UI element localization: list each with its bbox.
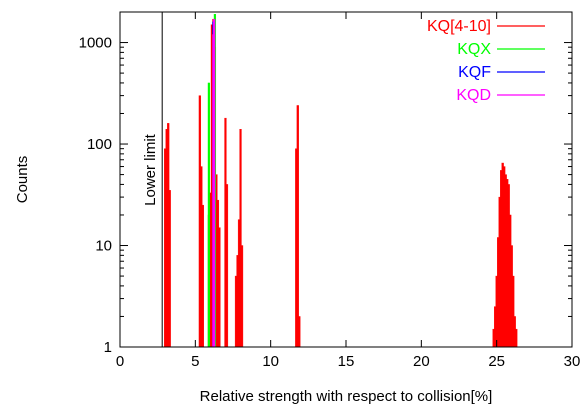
x-tick-label: 30 (564, 353, 581, 370)
bar-kqx-0 (207, 82, 210, 348)
bar-kq-4-10--14 (218, 227, 221, 348)
x-tick-label: 25 (488, 353, 505, 370)
legend-label-1: KQX (457, 41, 491, 58)
y-axis-label: Counts (14, 156, 31, 204)
bars-layer (164, 14, 518, 348)
x-tick-label: 5 (191, 353, 199, 370)
x-axis-label: Relative strength with respect to collis… (200, 388, 493, 405)
x-tick-label: 15 (338, 353, 355, 370)
bar-kq-4-10--24 (298, 316, 301, 348)
bar-kq-4-10--23 (296, 105, 299, 348)
lower-limit-label: Lower limit (142, 133, 159, 206)
bar-kq-4-10--21 (240, 245, 244, 348)
x-tick-label: 10 (262, 353, 279, 370)
legend: KQ[4-10] KQX KQF KQD (427, 18, 545, 104)
bar-kq-4-10--40 (515, 328, 518, 348)
bar-kqd-1 (213, 18, 216, 348)
x-tick-label: 0 (116, 353, 124, 370)
bar-kq-4-10--3 (168, 190, 171, 348)
legend-label-2: KQF (458, 64, 491, 81)
y-tick-label: 1 (104, 339, 112, 356)
y-tick-label: 1000 (79, 35, 112, 52)
ticks-layer: 0 5 10 15 20 25 30 1 10 100 1000 (79, 11, 581, 370)
bar-kq-4-10--16 (225, 184, 229, 348)
legend-label-3: KQD (456, 87, 491, 104)
bar-kq-4-10--6 (201, 204, 204, 348)
x-tick-label: 20 (413, 353, 430, 370)
y-tick-label: 100 (87, 136, 112, 153)
y-tick-label: 10 (95, 238, 112, 255)
legend-label-0: KQ[4-10] (427, 18, 491, 35)
